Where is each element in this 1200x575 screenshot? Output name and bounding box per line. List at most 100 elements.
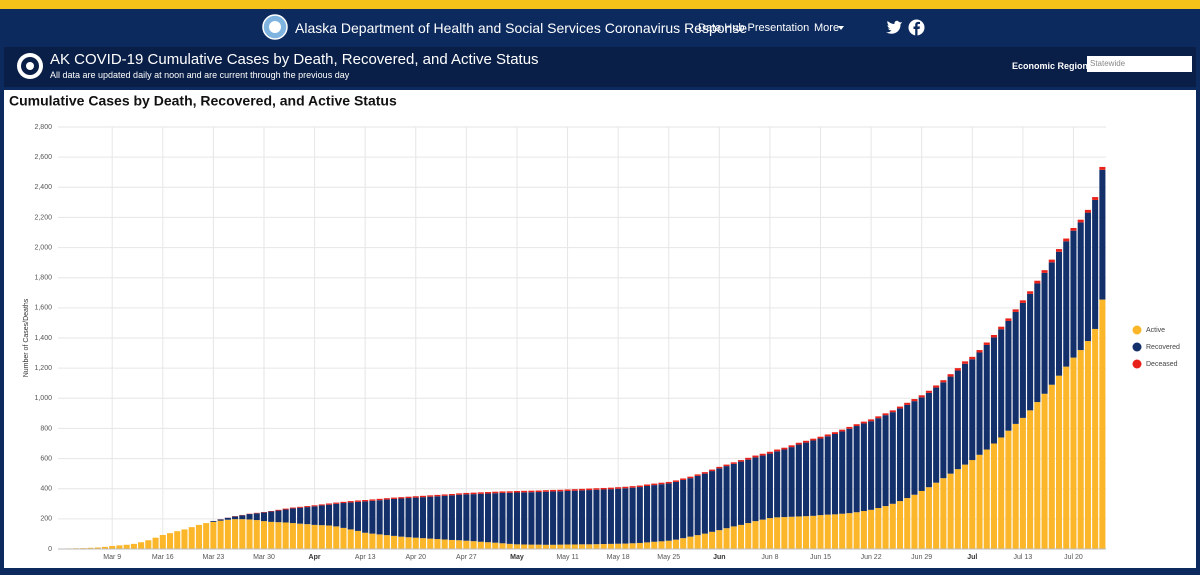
bar-segment [1092, 199, 1099, 329]
x-tick-label: Mar 16 [152, 554, 174, 561]
nav-link[interactable]: Data Hub Presentation [698, 22, 810, 34]
bar-segment [911, 401, 918, 495]
panel-title: AK COVID-19 Cumulative Cases by Death, R… [50, 51, 539, 68]
bar-segment [875, 416, 882, 419]
bar-segment [369, 533, 376, 549]
bar-segment [195, 524, 202, 549]
bar-segment [962, 464, 969, 549]
bar-segment [145, 540, 152, 549]
bar-segment [803, 442, 810, 517]
bar-segment [485, 542, 492, 549]
filter-select[interactable]: Statewide [1087, 56, 1192, 72]
bar-segment [470, 541, 477, 549]
bar-segment [940, 478, 947, 549]
bar-segment [289, 508, 296, 524]
bar-segment [1019, 300, 1026, 303]
bar-segment [875, 508, 882, 549]
facebook-icon[interactable] [908, 19, 925, 36]
bar-segment [246, 514, 253, 520]
bar-segment [904, 498, 911, 549]
y-tick-label: 600 [40, 455, 52, 462]
bar-segment [795, 442, 802, 445]
bar-segment [1099, 166, 1106, 170]
bar-segment [896, 501, 904, 549]
bar-segment [622, 488, 629, 544]
bar-segment [311, 506, 318, 525]
bar-segment [456, 494, 463, 541]
bar-segment [448, 539, 455, 549]
bar-segment [564, 490, 571, 545]
bar-segment [694, 475, 701, 536]
bar-segment [528, 544, 535, 549]
x-tick-label: Mar 30 [253, 554, 275, 561]
bar-segment [463, 540, 470, 549]
twitter-icon[interactable] [886, 20, 902, 34]
bar-segment [550, 544, 557, 549]
x-tick-label: Jun 29 [911, 554, 932, 561]
y-tick-label: 0 [48, 546, 52, 553]
bar-segment [427, 538, 434, 549]
bar-segment [427, 495, 434, 497]
bar-segment [456, 540, 463, 549]
bar-segment [224, 517, 231, 520]
bar-segment [629, 487, 636, 544]
bar-segment [723, 464, 730, 467]
bar-segment [875, 418, 882, 509]
legend-swatch [1132, 359, 1142, 369]
bar-segment [513, 492, 520, 545]
caret [838, 26, 844, 30]
bar-segment [318, 525, 325, 549]
x-tick-label: Apr 13 [355, 554, 376, 561]
legend-swatch [1132, 342, 1142, 352]
bar-segment [1012, 309, 1019, 312]
bar-segment [203, 523, 210, 549]
bar-segment [593, 488, 600, 490]
bar-segment [644, 484, 651, 487]
bar-segment [911, 494, 918, 549]
bar-segment [557, 489, 564, 492]
bar-segment [672, 480, 679, 482]
bar-segment [990, 337, 998, 444]
bar-segment [723, 528, 730, 549]
bar-segment [268, 521, 275, 549]
bar-segment [737, 461, 745, 525]
bar-segment [730, 463, 737, 527]
bar-segment [918, 397, 925, 491]
bar-segment [752, 457, 759, 522]
bar-segment [159, 534, 166, 549]
bar-segment [998, 326, 1005, 330]
bar-segment [542, 544, 549, 549]
bar-segment [896, 408, 904, 502]
bar-segment [803, 516, 810, 549]
bar-segment [325, 504, 333, 526]
bar-segment [622, 486, 629, 489]
bar-segment [275, 509, 282, 511]
bar-segment [969, 460, 976, 549]
bar-segment [1063, 238, 1070, 242]
bar-segment [954, 469, 961, 549]
bar-segment [976, 454, 983, 549]
bar-segment [954, 370, 961, 470]
x-tick-label: May [510, 554, 524, 561]
bar-segment [506, 543, 513, 549]
bar-segment [1027, 293, 1034, 411]
bar-segment [983, 342, 990, 345]
bar-segment [839, 429, 846, 432]
bar-segment [795, 516, 802, 549]
nav-link[interactable]: More [814, 22, 840, 34]
bar-segment [535, 490, 542, 493]
x-tick-label: Jun 15 [810, 554, 831, 561]
bar-segment [933, 387, 940, 483]
bar-segment [1019, 417, 1026, 549]
bar-segment [398, 497, 405, 499]
bar-segment [766, 451, 773, 454]
bar-segment [239, 515, 246, 520]
bar-segment [521, 544, 528, 549]
bar-segment [347, 529, 354, 549]
bar-segment [933, 385, 940, 388]
bar-segment [607, 487, 614, 490]
bar-segment [210, 520, 217, 522]
bar-segment [152, 537, 159, 549]
bar-segment [824, 436, 831, 515]
bar-segment [701, 473, 708, 534]
